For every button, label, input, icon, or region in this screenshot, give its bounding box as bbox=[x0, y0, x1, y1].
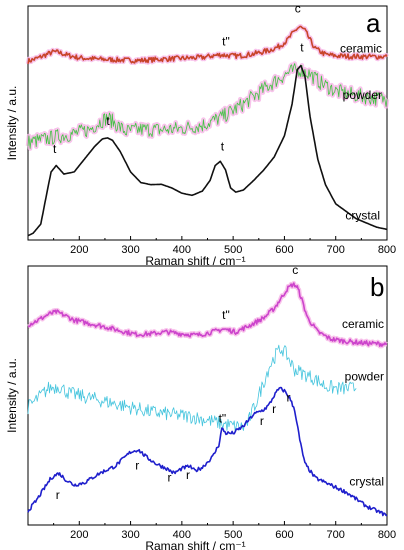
chart-b-peak-annotation: t" bbox=[222, 308, 230, 322]
chart-a-x-tick-label: 600 bbox=[275, 244, 293, 256]
chart-a-series-label-ceramic: ceramic bbox=[340, 42, 382, 56]
chart-b-peak-annotation: r bbox=[186, 468, 190, 482]
chart-a-x-tick-label: 400 bbox=[173, 244, 191, 256]
chart-b-series-crystal-line bbox=[27, 386, 388, 517]
chart-a-peak-annotation: t bbox=[106, 114, 110, 128]
chart-a-y-axis-label: Intensity / a.u. bbox=[5, 86, 19, 161]
chart-b-x-tick-label: 700 bbox=[327, 529, 345, 541]
chart-a-series-label-powder: powder bbox=[343, 88, 382, 102]
chart-b-y-axis-label: Intensity / a.u. bbox=[5, 358, 19, 433]
chart-b-series-powder-line bbox=[27, 344, 357, 432]
chart-b-peak-annotation: r bbox=[272, 402, 276, 416]
chart-b-peak-annotation: r bbox=[168, 470, 172, 484]
chart-b-peak-annotation: t" bbox=[219, 412, 227, 426]
chart-b-peak-annotation: r bbox=[135, 459, 139, 473]
chart-a-series-powder-halo bbox=[25, 61, 390, 151]
chart-b-series-ceramic-line bbox=[27, 282, 387, 348]
chart-b-panel-label: b bbox=[370, 272, 384, 302]
chart-a-x-tick-label: 200 bbox=[70, 244, 88, 256]
chart-a-peak-annotation: t bbox=[53, 142, 57, 156]
chart-a-series-ceramic-line bbox=[27, 25, 388, 65]
chart-a-x-tick-label: 800 bbox=[378, 244, 396, 256]
chart-a-peak-annotation: t" bbox=[222, 34, 230, 48]
chart-b-x-tick-label: 300 bbox=[121, 529, 139, 541]
chart-a-x-tick-label: 700 bbox=[327, 244, 345, 256]
chart-a-peak-annotation: c bbox=[295, 1, 301, 15]
chart-b-series-label-powder: powder bbox=[345, 369, 384, 383]
chart-b-x-tick-label: 200 bbox=[70, 529, 88, 541]
chart-b-x-tick-label: 500 bbox=[224, 529, 242, 541]
chart-b-x-tick-label: 600 bbox=[275, 529, 293, 541]
chart-b-series-ceramic-halo bbox=[26, 280, 389, 349]
chart-a-peak-annotation: t bbox=[300, 41, 304, 55]
chart-a-x-tick-label: 500 bbox=[224, 244, 242, 256]
chart-a-series-crystal-line bbox=[27, 64, 388, 237]
chart-b-peak-annotation: r bbox=[260, 414, 264, 428]
chart-a-series-label-crystal: crystal bbox=[345, 208, 380, 222]
chart-a-x-axis-label: Raman shift / cm⁻¹ bbox=[145, 254, 245, 268]
chart-b-x-tick-label: 800 bbox=[378, 529, 396, 541]
chart-b-peak-annotation: r bbox=[56, 488, 60, 502]
chart-b-series-label-ceramic: ceramic bbox=[342, 317, 384, 331]
chart-b-x-axis-label: Raman shift / cm⁻¹ bbox=[145, 539, 245, 550]
chart-a-peak-annotation: t bbox=[221, 140, 225, 154]
chart-a-panel-label: a bbox=[366, 8, 381, 38]
chart-a-x-tick-label: 300 bbox=[121, 244, 139, 256]
chart-b-series-label-crystal: crystal bbox=[349, 475, 384, 489]
chart-b-x-tick-label: 400 bbox=[173, 529, 191, 541]
chart-a-series-powder-line bbox=[27, 63, 388, 149]
chart-b-peak-annotation: r bbox=[287, 390, 291, 404]
chart-b-peak-annotation: c bbox=[292, 263, 298, 277]
